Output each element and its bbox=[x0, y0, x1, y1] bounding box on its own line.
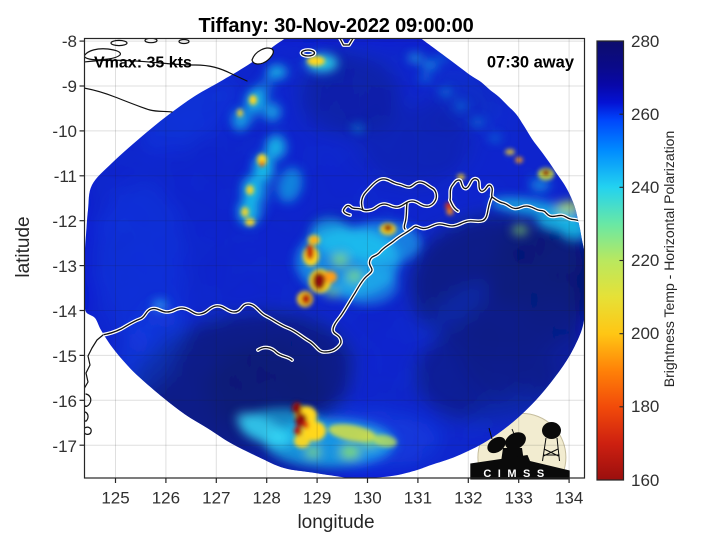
svg-text:-8: -8 bbox=[62, 32, 77, 51]
svg-text:-14: -14 bbox=[52, 302, 77, 321]
svg-text:127: 127 bbox=[202, 489, 230, 508]
svg-text:-10: -10 bbox=[52, 122, 77, 141]
svg-text:128: 128 bbox=[253, 489, 281, 508]
svg-text:-12: -12 bbox=[52, 212, 77, 231]
svg-text:-11: -11 bbox=[54, 167, 77, 186]
svg-text:-16: -16 bbox=[52, 392, 77, 411]
svg-text:125: 125 bbox=[101, 489, 129, 508]
svg-text:130: 130 bbox=[353, 489, 381, 508]
svg-text:220: 220 bbox=[631, 251, 659, 270]
svg-text:-17: -17 bbox=[52, 437, 77, 456]
svg-text:-13: -13 bbox=[52, 257, 77, 276]
svg-text:Vmax: 35 kts: Vmax: 35 kts bbox=[94, 55, 192, 72]
svg-text:134: 134 bbox=[555, 489, 583, 508]
svg-text:126: 126 bbox=[152, 489, 180, 508]
svg-text:Tiffany: 30-Nov-2022 09:00:00: Tiffany: 30-Nov-2022 09:00:00 bbox=[198, 15, 473, 37]
svg-text:200: 200 bbox=[631, 324, 659, 343]
svg-text:160: 160 bbox=[631, 471, 659, 490]
svg-text:CIMSS: CIMSS bbox=[483, 468, 550, 480]
svg-text:180: 180 bbox=[631, 397, 659, 416]
svg-text:Brightness Temp - Horizontal P: Brightness Temp - Horizontal Polarizatio… bbox=[661, 131, 677, 388]
svg-text:07:30 away: 07:30 away bbox=[487, 54, 575, 72]
svg-text:240: 240 bbox=[631, 178, 659, 197]
svg-text:260: 260 bbox=[631, 105, 659, 124]
svg-text:-9: -9 bbox=[62, 77, 77, 96]
svg-text:133: 133 bbox=[505, 489, 533, 508]
svg-text:280: 280 bbox=[631, 32, 659, 51]
svg-text:latitude: latitude bbox=[13, 216, 34, 277]
svg-text:131: 131 bbox=[404, 489, 432, 508]
svg-text:132: 132 bbox=[454, 489, 482, 508]
svg-text:-15: -15 bbox=[52, 347, 77, 366]
svg-text:longitude: longitude bbox=[297, 512, 374, 533]
svg-text:129: 129 bbox=[303, 489, 331, 508]
